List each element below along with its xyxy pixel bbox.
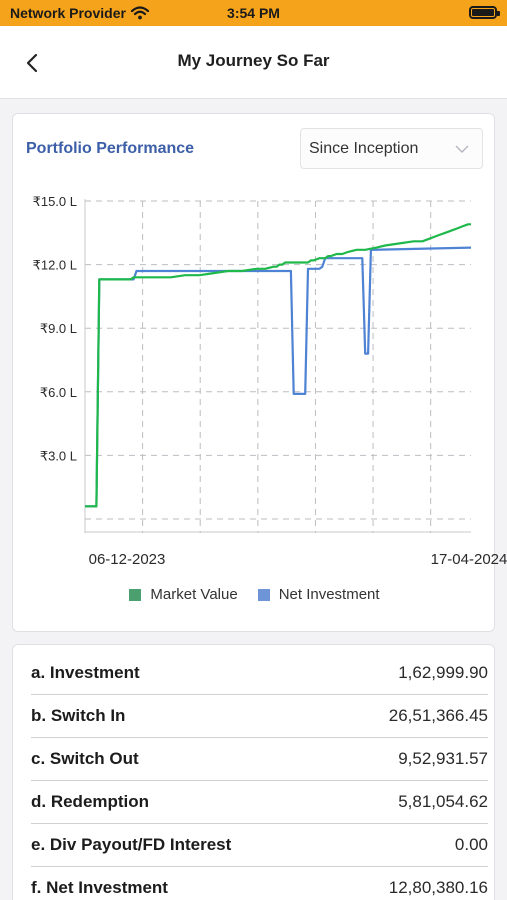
legend-item-net-investment: Net Investment [257,586,380,603]
y-tick-label: ₹12.0 L [33,258,77,273]
x-tick-label: 17-04-2024 [431,551,507,568]
wifi-icon [130,6,149,20]
legend-label-market-value: Market Value [150,586,238,603]
x-tick-label: 06-12-2023 [89,551,166,568]
summary-label: f. Net Investment [31,878,168,897]
legend-item-market-value: Market Value [129,586,238,603]
legend-swatch-net-investment [257,588,270,601]
chevron-down-icon [455,145,469,153]
portfolio-performance-card: Portfolio Performance Since Inception ₹3… [12,113,507,632]
legend-swatch-market-value [129,588,142,601]
series-line-market-value [85,223,471,508]
summary-value: 12,80,380.16 [388,878,488,897]
y-tick-label: ₹6.0 L [40,385,77,400]
summary-label: b. Switch In [31,706,126,725]
summary-table: a. Investment 1,62,999.90 b. Switch In 26,5… [12,644,495,900]
legend-label-net-investment: Net Investment [278,586,380,603]
card-title: Portfolio Performance [26,140,195,157]
y-tick-label: ₹3.0 L [40,448,77,463]
battery-icon [469,6,500,19]
carrier-info: Network Provider [10,5,149,21]
summary-row: c. Switch Out 9,52,931.57 [31,738,488,781]
chart-legend: Market Value Net Investment [13,586,496,603]
summary-label: c. Switch Out [31,749,139,768]
period-dropdown[interactable]: Since Inception [300,128,483,169]
portfolio-chart: ₹3.0 L ₹6.0 L ₹9.0 L ₹12.0 L ₹15.0 L 06-12-20… [33,194,507,568]
summary-row: d. Redemption 5,81,054.62 [31,781,488,824]
nav-bar: My Journey So Far [0,26,507,99]
summary-label: d. Redemption [31,792,150,811]
y-tick-label: ₹9.0 L [40,321,77,336]
status-time: 3:54 PM [227,5,280,21]
y-tick-label: ₹15.0 L [33,194,77,209]
status-bar: Network Provider 3:54 PM [0,0,507,26]
summary-value: 9,52,931.57 [398,749,488,768]
page-title: My Journey So Far [177,51,330,70]
period-selected: Since Inception [309,140,419,157]
summary-row: e. Div Payout/FD Interest 0.00 [31,824,488,867]
back-chevron-icon[interactable] [20,48,46,78]
summary-row: f. Net Investment 12,80,380.16 [31,867,488,900]
summary-value: 1,62,999.90 [398,663,488,682]
summary-value: 0.00 [454,835,488,854]
summary-value: 26,51,366.45 [388,706,488,725]
summary-row: b. Switch In 26,51,366.45 [31,695,488,738]
summary-row: a. Investment 1,62,999.90 [31,652,488,695]
summary-label: e. Div Payout/FD Interest [31,835,232,854]
carrier-name: Network Provider [10,5,126,21]
summary-value: 5,81,054.62 [398,792,488,811]
summary-label: a. Investment [31,663,140,682]
